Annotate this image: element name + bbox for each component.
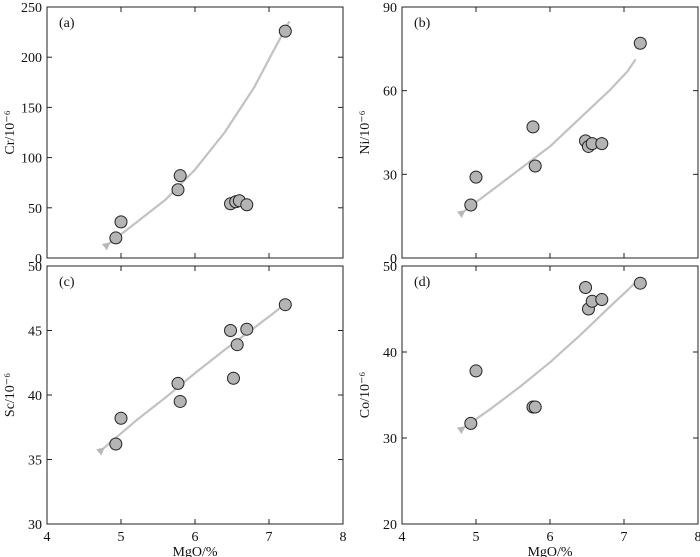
data-point bbox=[224, 324, 238, 337]
data-point bbox=[173, 394, 187, 408]
data-point bbox=[526, 120, 540, 134]
x-tick-label: 4 bbox=[399, 530, 406, 545]
y-axis-title: Co/10⁻⁶ bbox=[358, 372, 373, 419]
y-tick-label: 90 bbox=[383, 1, 397, 16]
y-tick-label: 30 bbox=[28, 518, 42, 533]
x-tick-label: 4 bbox=[44, 530, 51, 545]
panel-d: 20 30 40 50 4 5 6 7 8 MgO/% Co/10⁻⁶ (d) bbox=[358, 260, 700, 557]
x-tick-label: 8 bbox=[695, 530, 700, 545]
x-tick-label: 6 bbox=[547, 530, 554, 545]
data-point bbox=[633, 276, 647, 290]
data-point bbox=[469, 170, 483, 184]
plot-frame-a bbox=[46, 6, 344, 259]
data-point bbox=[278, 24, 292, 38]
panel-label: (b) bbox=[414, 16, 431, 31]
data-point bbox=[528, 400, 542, 414]
data-point bbox=[595, 137, 609, 151]
x-axis-title: MgO/% bbox=[527, 545, 572, 557]
data-point bbox=[173, 169, 187, 183]
y-tick-label: 250 bbox=[21, 1, 42, 16]
y-axis-title: Sc/10⁻⁶ bbox=[3, 373, 18, 417]
data-point bbox=[579, 281, 593, 294]
y-tick-label: 50 bbox=[383, 260, 397, 275]
y-tick-label: 20 bbox=[383, 518, 397, 533]
y-tick-label: 50 bbox=[28, 202, 42, 217]
trend-curve-b bbox=[456, 58, 637, 219]
data-point bbox=[595, 293, 609, 307]
y-tick-label: 150 bbox=[21, 101, 42, 116]
y-tick-label: 100 bbox=[21, 152, 42, 167]
y-tick-label: 50 bbox=[28, 260, 42, 275]
data-point bbox=[464, 198, 478, 212]
y-tick-label: 30 bbox=[383, 168, 397, 183]
data-point bbox=[278, 298, 292, 312]
data-point bbox=[633, 36, 647, 50]
plot-frame-b bbox=[401, 6, 699, 259]
plot-frame-d bbox=[401, 265, 699, 525]
y-tick-label: 200 bbox=[21, 51, 42, 66]
data-point bbox=[528, 159, 542, 173]
x-tick-label: 8 bbox=[340, 530, 347, 545]
trend-curve-a bbox=[101, 21, 291, 251]
x-tick-label: 5 bbox=[473, 530, 480, 545]
data-point bbox=[230, 338, 244, 352]
panel-label: (a) bbox=[59, 16, 75, 31]
data-point bbox=[171, 376, 185, 390]
x-tick-label: 6 bbox=[192, 530, 199, 545]
panel-label: (d) bbox=[414, 275, 431, 290]
data-point bbox=[240, 198, 254, 212]
data-point bbox=[171, 183, 185, 197]
y-tick-label: 40 bbox=[383, 346, 397, 361]
data-point bbox=[114, 215, 128, 229]
x-axis-title: MgO/% bbox=[172, 545, 217, 557]
data-point bbox=[240, 322, 254, 336]
y-tick-label: 35 bbox=[28, 454, 42, 469]
data-point bbox=[226, 371, 240, 385]
panel-b: 0 30 60 90 Ni/10⁻⁶ (b) bbox=[358, 1, 699, 267]
panel-label: (c) bbox=[59, 275, 75, 290]
y-tick-label: 0 bbox=[390, 252, 397, 267]
x-tick-label: 7 bbox=[266, 530, 273, 545]
y-axis-title: Cr/10⁻⁶ bbox=[3, 110, 18, 154]
x-tick-label: 5 bbox=[118, 530, 125, 545]
data-point bbox=[469, 364, 483, 378]
data-point bbox=[109, 437, 123, 451]
data-point bbox=[109, 231, 123, 245]
y-tick-label: 60 bbox=[383, 85, 397, 100]
x-tick-label: 7 bbox=[621, 530, 628, 545]
y-tick-label: 40 bbox=[28, 389, 42, 404]
data-point bbox=[114, 411, 128, 425]
y-tick-label: 30 bbox=[383, 432, 397, 447]
panel-a: 0 50 100 150 200 250 Cr/10⁻⁶ (a) bbox=[3, 1, 344, 267]
trend-curve-d bbox=[456, 279, 639, 435]
plot-frame-c bbox=[46, 265, 344, 525]
y-axis-title: Ni/10⁻⁶ bbox=[358, 110, 373, 154]
y-tick-label: 0 bbox=[35, 252, 42, 267]
data-point bbox=[464, 416, 478, 430]
trend-curve-c bbox=[96, 301, 289, 456]
y-tick-label: 45 bbox=[28, 325, 42, 340]
